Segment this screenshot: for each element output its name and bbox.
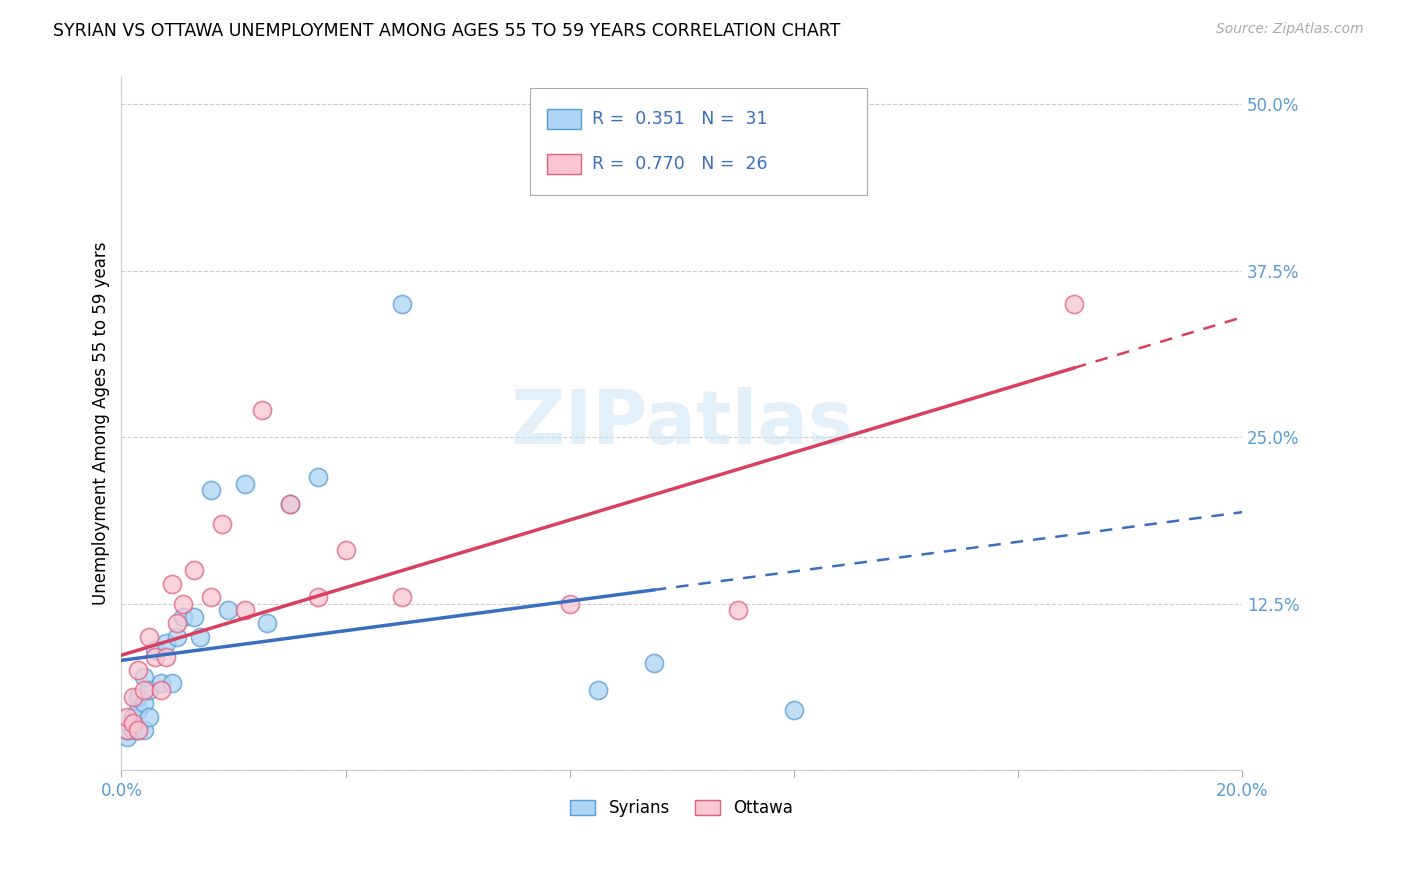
Point (183, 563, 205, 577)
Point (127, 703, 149, 717)
Text: R =  0.351   N =  31: R = 0.351 N = 31 (592, 110, 768, 128)
Point (149, 676, 172, 690)
Point (160, 576, 183, 591)
Point (166, 616, 188, 631)
Point (115, 730, 138, 744)
Point (121, 690, 143, 704)
Point (727, 603, 749, 617)
Point (188, 630, 211, 644)
Point (166, 630, 188, 644)
Point (115, 723, 138, 737)
FancyBboxPatch shape (547, 109, 581, 129)
Point (143, 649, 166, 664)
Point (391, 297, 413, 311)
Point (127, 723, 149, 737)
Point (132, 670, 155, 684)
Point (155, 649, 177, 664)
Point (307, 590, 329, 604)
Point (278, 497, 301, 511)
Point (307, 470, 329, 484)
Point (155, 636, 177, 650)
Point (391, 590, 413, 604)
Point (143, 643, 166, 657)
FancyBboxPatch shape (530, 87, 866, 195)
Point (1063, 297, 1085, 311)
Point (132, 723, 155, 737)
Point (643, 657, 665, 671)
Legend: Syrians, Ottawa: Syrians, Ottawa (564, 793, 800, 824)
Text: ZIPatlas: ZIPatlas (510, 387, 853, 460)
Point (121, 723, 143, 737)
Point (183, 610, 205, 624)
Point (211, 516, 233, 531)
Point (200, 483, 222, 498)
Point (217, 603, 239, 617)
Point (160, 676, 183, 690)
Point (233, 476, 256, 491)
Text: R =  0.770   N =  26: R = 0.770 N = 26 (592, 155, 768, 173)
Point (138, 630, 160, 644)
FancyBboxPatch shape (547, 153, 581, 175)
Point (558, 597, 581, 611)
Point (200, 590, 222, 604)
Point (138, 683, 160, 698)
Point (132, 697, 155, 711)
Point (149, 683, 172, 698)
Point (172, 597, 194, 611)
Point (127, 663, 149, 677)
Text: Source: ZipAtlas.com: Source: ZipAtlas.com (1216, 22, 1364, 37)
Point (132, 683, 155, 698)
Point (138, 710, 160, 724)
Text: SYRIAN VS OTTAWA UNEMPLOYMENT AMONG AGES 55 TO 59 YEARS CORRELATION CHART: SYRIAN VS OTTAWA UNEMPLOYMENT AMONG AGES… (53, 22, 841, 40)
Point (783, 703, 806, 717)
Point (256, 616, 278, 631)
Point (121, 710, 143, 724)
Point (121, 716, 143, 731)
Point (115, 723, 138, 737)
Point (335, 543, 357, 558)
Point (127, 723, 149, 737)
Point (233, 603, 256, 617)
Point (250, 403, 273, 417)
Point (115, 710, 138, 724)
Point (121, 716, 143, 731)
Point (278, 497, 301, 511)
Y-axis label: Unemployment Among Ages 55 to 59 years: Unemployment Among Ages 55 to 59 years (93, 242, 110, 606)
Point (586, 683, 609, 698)
Point (172, 610, 194, 624)
Point (127, 690, 149, 704)
